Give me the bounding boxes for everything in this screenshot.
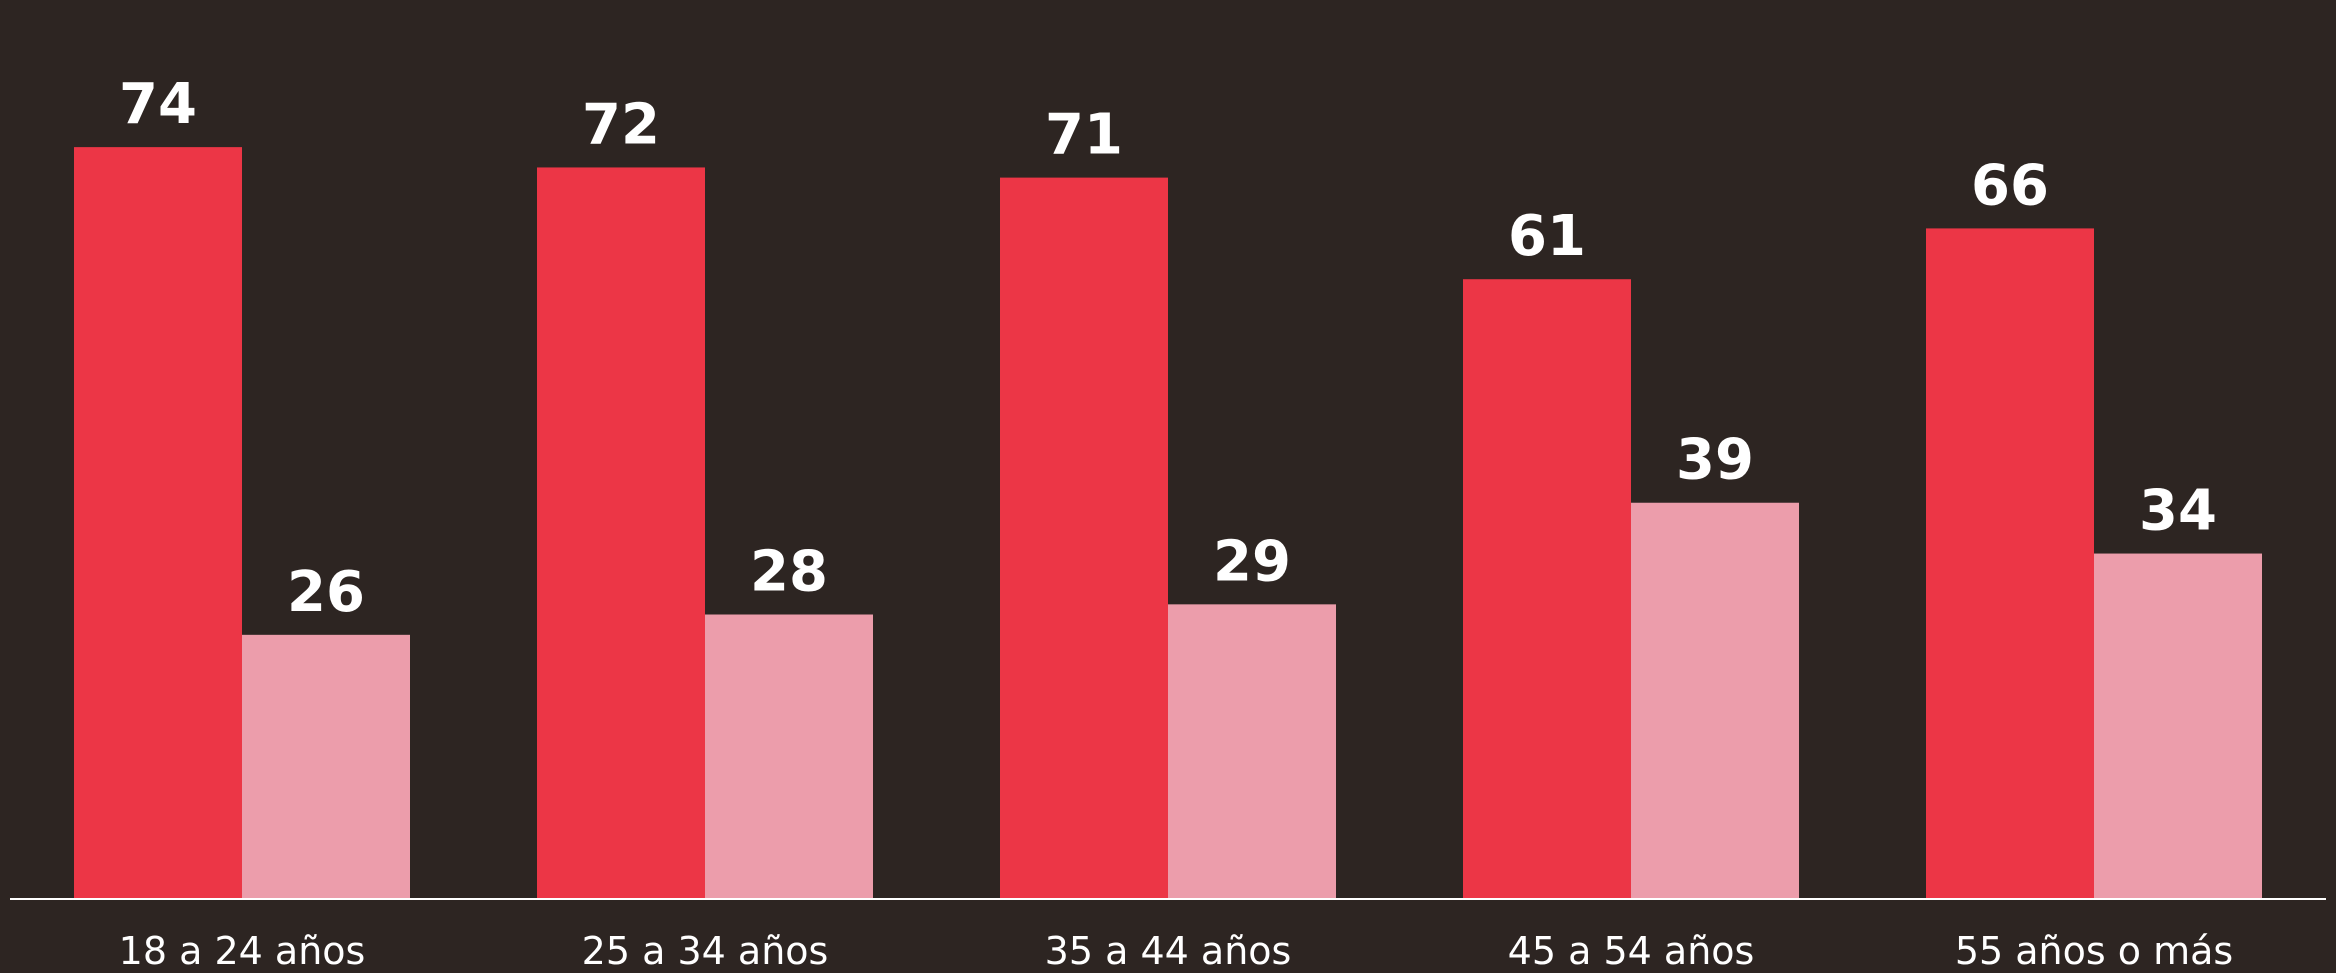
bar-series2-5 <box>2094 553 2262 899</box>
x-tick-label-1: 18 a 24 años <box>119 929 366 973</box>
data-label-series1-4: 61 <box>1508 204 1586 269</box>
bar-series2-4 <box>1631 502 1799 899</box>
data-label-series1-5: 66 <box>1971 153 2049 218</box>
bar-series2-3 <box>1168 604 1336 899</box>
value-labels-group: 74 26 72 28 71 29 61 39 66 34 <box>119 72 2217 625</box>
x-tick-label-3: 35 a 44 años <box>1045 929 1292 973</box>
bars-group <box>74 147 2262 900</box>
data-label-series2-4: 39 <box>1676 428 1754 493</box>
x-tick-labels-group: 18 a 24 años 25 a 34 años 35 a 44 años 45 a… <box>119 929 2234 973</box>
x-tick-label-4: 45 a 54 años <box>1508 929 1755 973</box>
bar-series2-1 <box>242 634 410 899</box>
bar-series1-4 <box>1463 279 1631 900</box>
data-label-series1-1: 74 <box>119 72 197 137</box>
bar-series1-3 <box>1000 177 1168 900</box>
bar-series1-2 <box>537 167 705 899</box>
data-label-series2-3: 29 <box>1213 529 1291 594</box>
x-tick-label-2: 25 a 34 años <box>582 929 829 973</box>
data-label-series2-1: 26 <box>287 560 365 625</box>
data-label-series2-5: 34 <box>2139 479 2217 544</box>
bar-series1-5 <box>1926 228 2094 899</box>
bar-series2-2 <box>705 614 873 899</box>
x-tick-label-5: 55 años o más <box>1955 929 2233 973</box>
data-label-series2-2: 28 <box>750 540 828 605</box>
data-label-series1-2: 72 <box>582 92 660 157</box>
bar-series1-1 <box>74 147 242 899</box>
data-label-series1-3: 71 <box>1045 103 1123 168</box>
